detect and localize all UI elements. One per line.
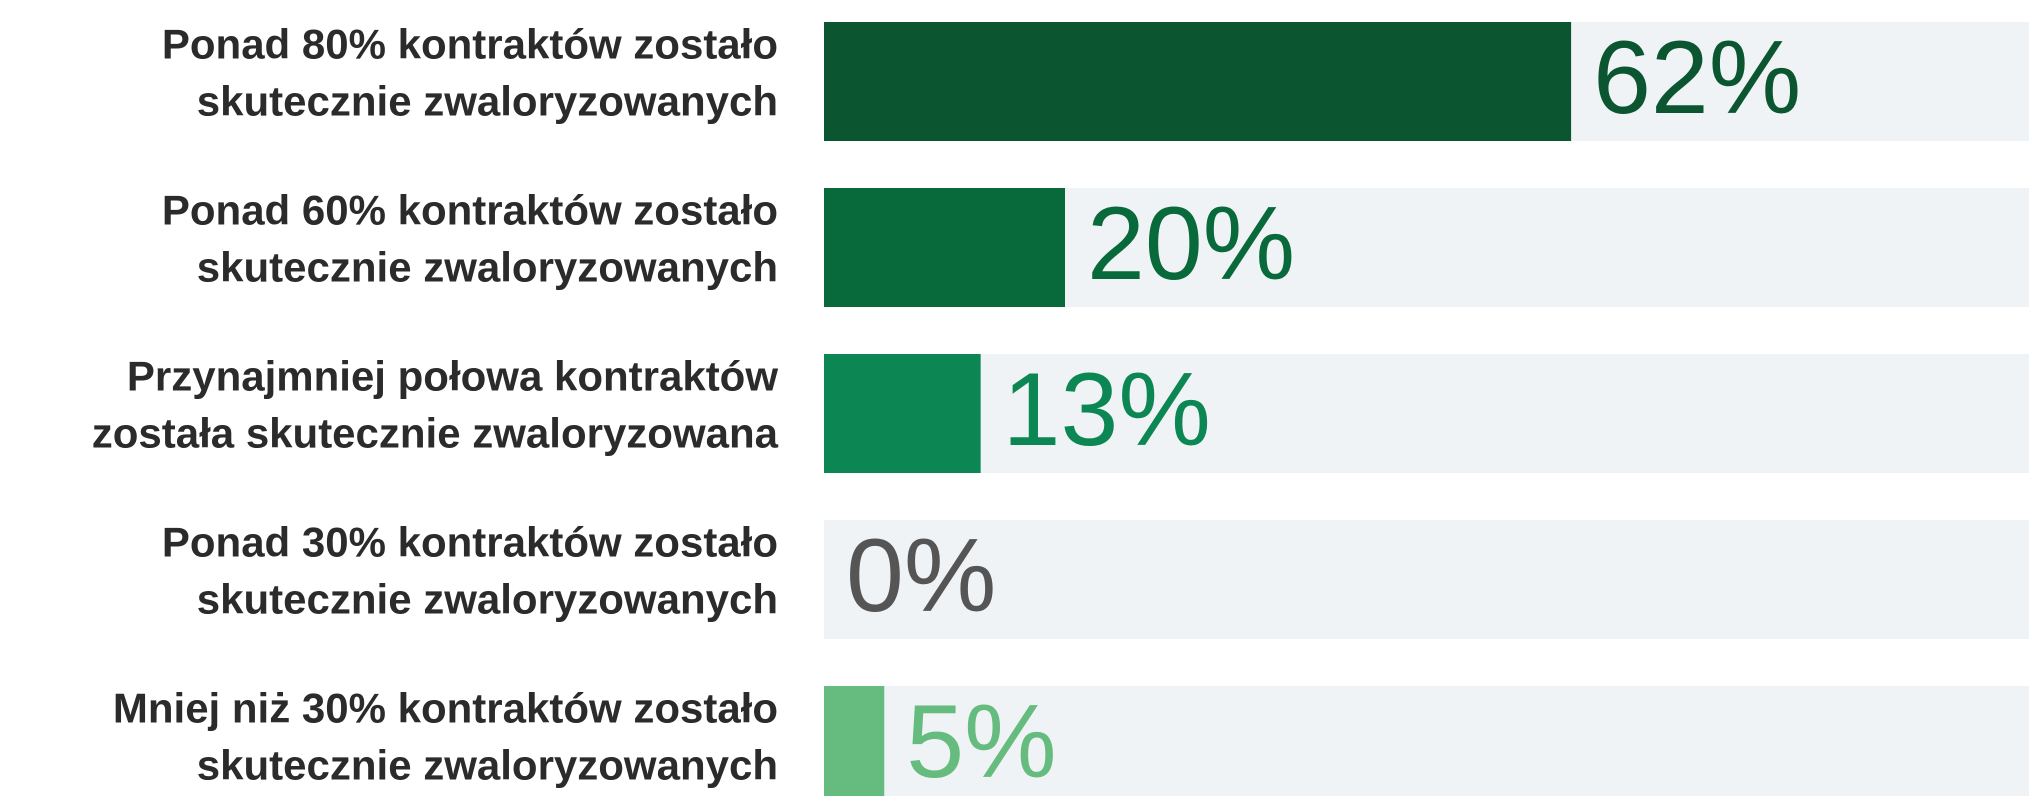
bar xyxy=(824,22,1572,141)
category-label: skutecznie zwaloryzowanych xyxy=(197,244,778,291)
bar xyxy=(824,188,1065,307)
category-label: została skutecznie zwaloryzowana xyxy=(92,410,779,457)
value-label: 5% xyxy=(906,684,1056,796)
value-label: 62% xyxy=(1593,20,1801,136)
bar-track xyxy=(824,520,2029,639)
bar-track xyxy=(824,354,2029,473)
value-label: 0% xyxy=(846,518,996,634)
category-label: skutecznie zwaloryzowanych xyxy=(197,576,778,623)
category-label: Ponad 80% kontraktów zostało xyxy=(162,21,778,68)
bar-track xyxy=(824,686,2029,796)
category-label: Przynajmniej połowa kontraktów xyxy=(127,353,778,400)
category-label: Ponad 30% kontraktów zostało xyxy=(162,519,778,566)
bar xyxy=(824,686,885,796)
category-label: Mniej niż 30% kontraktów zostało xyxy=(113,685,778,732)
category-label: skutecznie zwaloryzowanych xyxy=(197,78,778,125)
bar xyxy=(824,354,981,473)
category-label: skutecznie zwaloryzowanych xyxy=(197,742,778,789)
value-label: 20% xyxy=(1087,186,1295,302)
category-label: Ponad 60% kontraktów zostało xyxy=(162,187,778,234)
value-label: 13% xyxy=(1003,352,1211,468)
